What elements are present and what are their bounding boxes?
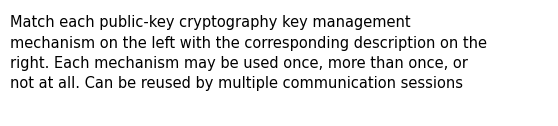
Text: Match each public-key cryptography key management
mechanism on the left with the: Match each public-key cryptography key m…	[10, 15, 487, 91]
